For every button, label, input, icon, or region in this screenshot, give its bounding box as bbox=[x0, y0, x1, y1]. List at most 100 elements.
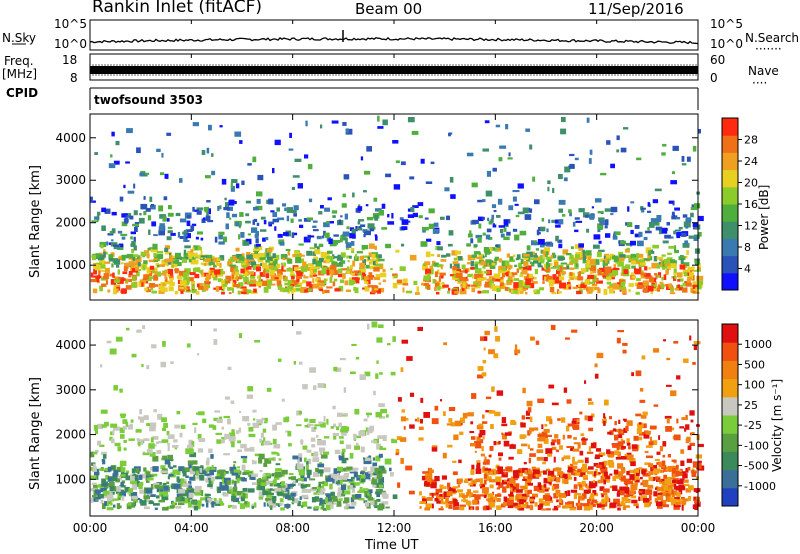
scatter-cell bbox=[356, 228, 363, 231]
scatter-cell bbox=[277, 358, 282, 362]
scatter-cell bbox=[380, 408, 388, 414]
scatter-cell bbox=[213, 264, 217, 268]
scatter-cell bbox=[600, 493, 608, 496]
scatter-cell bbox=[212, 425, 217, 430]
scatter-cell bbox=[240, 232, 245, 238]
scatter-cell bbox=[468, 493, 472, 498]
scatter-cell bbox=[314, 496, 320, 502]
scatter-cell bbox=[418, 437, 424, 441]
scatter-cell bbox=[226, 206, 233, 211]
scatter-cell bbox=[159, 223, 165, 230]
scatter-cell bbox=[302, 445, 308, 450]
scatter-cell bbox=[638, 267, 642, 271]
scatter-cell bbox=[199, 475, 205, 481]
scatter-cell bbox=[471, 275, 474, 279]
scatter-cell bbox=[219, 268, 224, 275]
scatter-cell bbox=[300, 258, 304, 263]
scatter-cell bbox=[186, 220, 191, 227]
scatter-cell bbox=[334, 288, 341, 292]
scatter-cell bbox=[565, 504, 569, 508]
scatter-cell bbox=[253, 206, 259, 211]
scatter-cell bbox=[638, 496, 641, 501]
scatter-cell bbox=[130, 480, 137, 485]
scatter-cell bbox=[283, 262, 286, 266]
scatter-cell bbox=[547, 180, 551, 185]
scatter-cell bbox=[259, 438, 262, 443]
scatter-cell bbox=[307, 473, 311, 479]
scatter-cell bbox=[363, 234, 366, 238]
scatter-cell bbox=[175, 212, 181, 217]
scatter-cell bbox=[120, 233, 128, 237]
scatter-cell bbox=[219, 262, 222, 268]
scatter-cell bbox=[185, 233, 191, 239]
scatter-cell bbox=[223, 485, 229, 491]
scatter-cell bbox=[150, 248, 158, 253]
scatter-cell bbox=[594, 471, 601, 476]
scatter-cell bbox=[569, 507, 576, 511]
scatter-cell bbox=[97, 423, 104, 430]
scatter-cell bbox=[191, 252, 198, 257]
scatter-cell bbox=[647, 202, 650, 207]
scatter-cell bbox=[140, 251, 147, 257]
scatter-cell bbox=[685, 468, 689, 473]
scatter-cell bbox=[307, 458, 312, 465]
scatter-cell bbox=[471, 436, 476, 440]
scatter-cell bbox=[610, 273, 615, 279]
scatter-cell bbox=[203, 217, 206, 221]
scatter-cell bbox=[508, 287, 511, 291]
scatter-cell bbox=[673, 341, 679, 344]
scatter-cell bbox=[235, 275, 238, 280]
scatter-cell bbox=[114, 276, 118, 281]
scatter-cell bbox=[425, 503, 432, 509]
scatter-cell bbox=[517, 283, 522, 286]
scatter-cell bbox=[524, 469, 528, 475]
scatter-cell bbox=[142, 451, 146, 454]
scatter-cell bbox=[445, 503, 449, 508]
scatter-cell bbox=[435, 494, 440, 501]
scatter-cell bbox=[268, 221, 275, 225]
scatter-cell bbox=[372, 484, 377, 488]
scatter-cell bbox=[340, 260, 346, 264]
scatter-cell bbox=[674, 288, 679, 291]
scatter-cell bbox=[564, 478, 569, 485]
scatter-cell bbox=[519, 273, 524, 277]
scatter-cell bbox=[358, 430, 364, 437]
scatter-cell bbox=[424, 480, 428, 484]
scatter-cell bbox=[537, 262, 542, 267]
scatter-cell bbox=[395, 449, 400, 454]
scatter-cell bbox=[431, 263, 435, 267]
scatter-cell bbox=[426, 284, 431, 290]
scatter-cell bbox=[648, 222, 655, 228]
x-tick-label: 12:00 bbox=[377, 521, 412, 535]
scatter-cell bbox=[206, 210, 209, 216]
scatter-cell bbox=[670, 286, 674, 292]
scatter-cell bbox=[323, 508, 327, 511]
scatter-cell bbox=[353, 471, 358, 478]
scatter-cell bbox=[320, 124, 323, 129]
scatter-cell bbox=[337, 492, 342, 498]
scatter-cell bbox=[199, 270, 202, 274]
scatter-cell bbox=[162, 491, 169, 497]
scatter-cell bbox=[264, 418, 268, 422]
scatter-cell bbox=[142, 452, 150, 456]
scatter-cell bbox=[452, 471, 458, 475]
scatter-cell bbox=[598, 217, 605, 222]
scatter-cell bbox=[355, 494, 362, 499]
scatter-cell bbox=[154, 507, 158, 510]
scatter-cell bbox=[207, 483, 213, 488]
scatter-cell bbox=[239, 411, 242, 414]
scatter-cell bbox=[501, 417, 507, 423]
scatter-cell bbox=[283, 417, 289, 423]
scatter-cell bbox=[643, 236, 648, 241]
scatter-cell bbox=[131, 282, 137, 288]
scatter-cell bbox=[524, 214, 532, 220]
scatter-cell bbox=[177, 274, 182, 277]
scatter-cell bbox=[304, 154, 309, 159]
scatter-cell bbox=[623, 505, 630, 508]
scatter-cell bbox=[689, 442, 695, 446]
scatter-cell bbox=[433, 287, 437, 291]
scatter-cell bbox=[162, 283, 167, 287]
scatter-cell bbox=[333, 256, 340, 259]
scatter-cell bbox=[517, 449, 523, 455]
scatter-cell bbox=[442, 452, 447, 459]
